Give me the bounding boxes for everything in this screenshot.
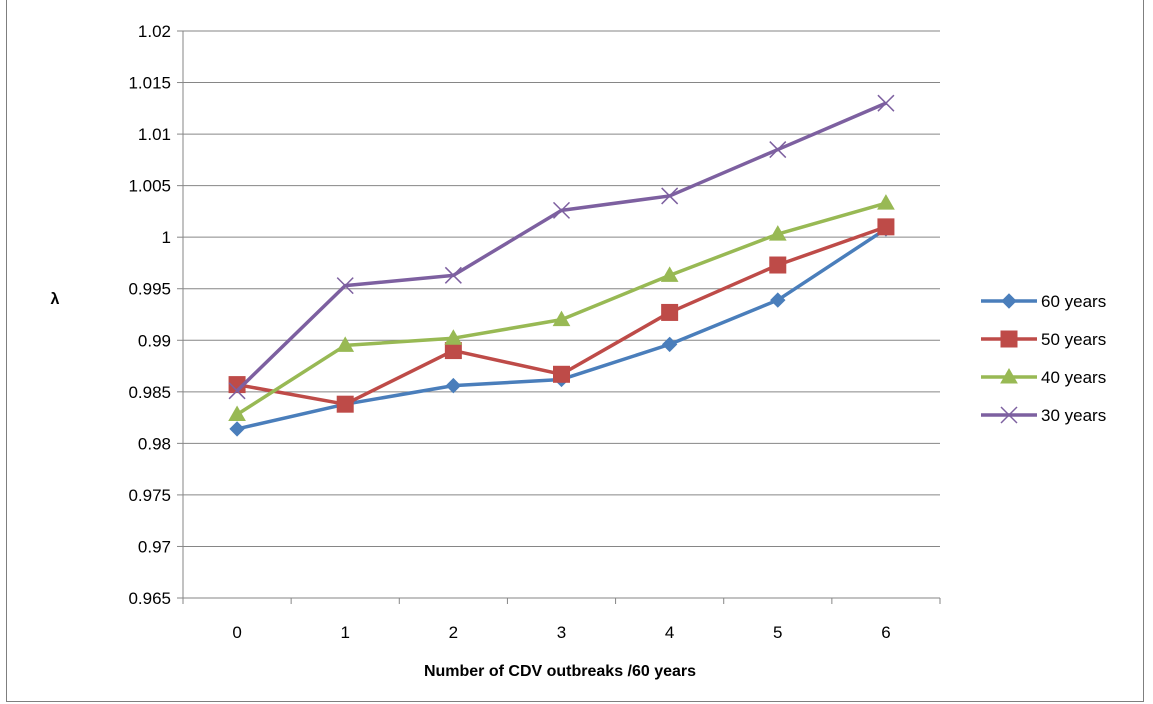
y-tick-label: 0.985 (128, 383, 171, 402)
axes (177, 30, 941, 604)
x-marker-stroke (444, 266, 462, 284)
y-tick-label: 1.01 (138, 125, 171, 144)
x-marker-stroke (661, 187, 679, 205)
x-tick-label: 5 (773, 623, 782, 642)
data-point (445, 377, 462, 394)
data-point (661, 187, 679, 205)
legend-item: 50 years (981, 330, 1106, 349)
series-line (236, 227, 887, 431)
data-point (444, 342, 462, 360)
data-point (336, 336, 355, 352)
x-tick-label: 6 (881, 623, 890, 642)
legend-marker (1000, 367, 1018, 384)
data-point (877, 218, 895, 236)
x-tick-label: 1 (340, 623, 349, 642)
data-point (769, 256, 787, 274)
x-marker-stroke (877, 94, 895, 112)
y-tick-label: 0.995 (128, 280, 171, 299)
data-point (660, 266, 679, 282)
data-point (336, 277, 354, 295)
y-tick-label: 0.965 (128, 589, 171, 608)
x-tick-label: 0 (232, 623, 241, 642)
legend-label: 40 years (1041, 368, 1106, 387)
x-tick-labels: 0 1 2 3 4 5 6 (232, 623, 890, 642)
y-tick-label: 0.97 (138, 537, 171, 556)
y-tick-label: 0.975 (128, 486, 171, 505)
y-tick-labels: 0.965 0.97 0.975 0.98 0.985 0.99 0.995 1 1.005 1.… (128, 22, 171, 608)
x-marker-stroke (336, 277, 354, 295)
series-line (235, 101, 887, 393)
x-axis-title: Number of CDV outbreaks /60 years (424, 663, 696, 680)
series-30-years (228, 94, 895, 400)
data-point (661, 336, 678, 353)
y-tick-label: 1 (162, 228, 171, 247)
data-point (769, 141, 787, 159)
y-tick-label: 0.99 (138, 331, 171, 350)
chart-frame (6, 0, 1144, 702)
y-axis-title: λ (51, 291, 60, 308)
data-point (552, 201, 571, 219)
data-point (552, 310, 571, 327)
data-point (770, 292, 786, 308)
legend-label: 60 years (1041, 292, 1106, 311)
y-tick-label: 1.015 (128, 74, 171, 93)
x-marker-stroke (228, 382, 246, 400)
series-group (228, 94, 895, 437)
data-point (229, 421, 245, 437)
legend-item: 30 years (981, 406, 1106, 425)
data-point (877, 94, 895, 112)
gridlines (183, 30, 940, 547)
legend-item: 60 years (981, 292, 1106, 311)
series-60-years (229, 221, 894, 437)
legend: 60 years 50 years 40 years 30 years (981, 292, 1106, 425)
data-point (336, 395, 354, 413)
x-marker-stroke (769, 141, 787, 159)
x-tick-label: 2 (449, 623, 458, 642)
legend-marker (1000, 406, 1018, 424)
y-tick-label: 1.02 (138, 22, 171, 41)
legend-marker (1000, 330, 1018, 348)
series-50-years (228, 218, 895, 413)
data-point (444, 266, 462, 284)
legend-label: 50 years (1041, 330, 1106, 349)
legend-item: 40 years (981, 367, 1106, 387)
x-marker-stroke (552, 201, 571, 219)
x-tick-label: 4 (665, 623, 674, 642)
y-tick-label: 0.98 (138, 434, 171, 453)
x-marker-stroke (1000, 406, 1018, 424)
legend-marker (1001, 293, 1017, 309)
legend-label: 30 years (1041, 406, 1106, 425)
x-tick-label: 3 (557, 623, 566, 642)
data-point (661, 303, 679, 321)
data-point (877, 194, 895, 210)
data-point (768, 225, 787, 241)
data-point (228, 382, 246, 400)
series-40-years (228, 194, 895, 421)
data-point (444, 329, 463, 345)
data-point (228, 405, 246, 421)
data-point (553, 365, 570, 383)
y-tick-label: 1.005 (128, 177, 171, 196)
